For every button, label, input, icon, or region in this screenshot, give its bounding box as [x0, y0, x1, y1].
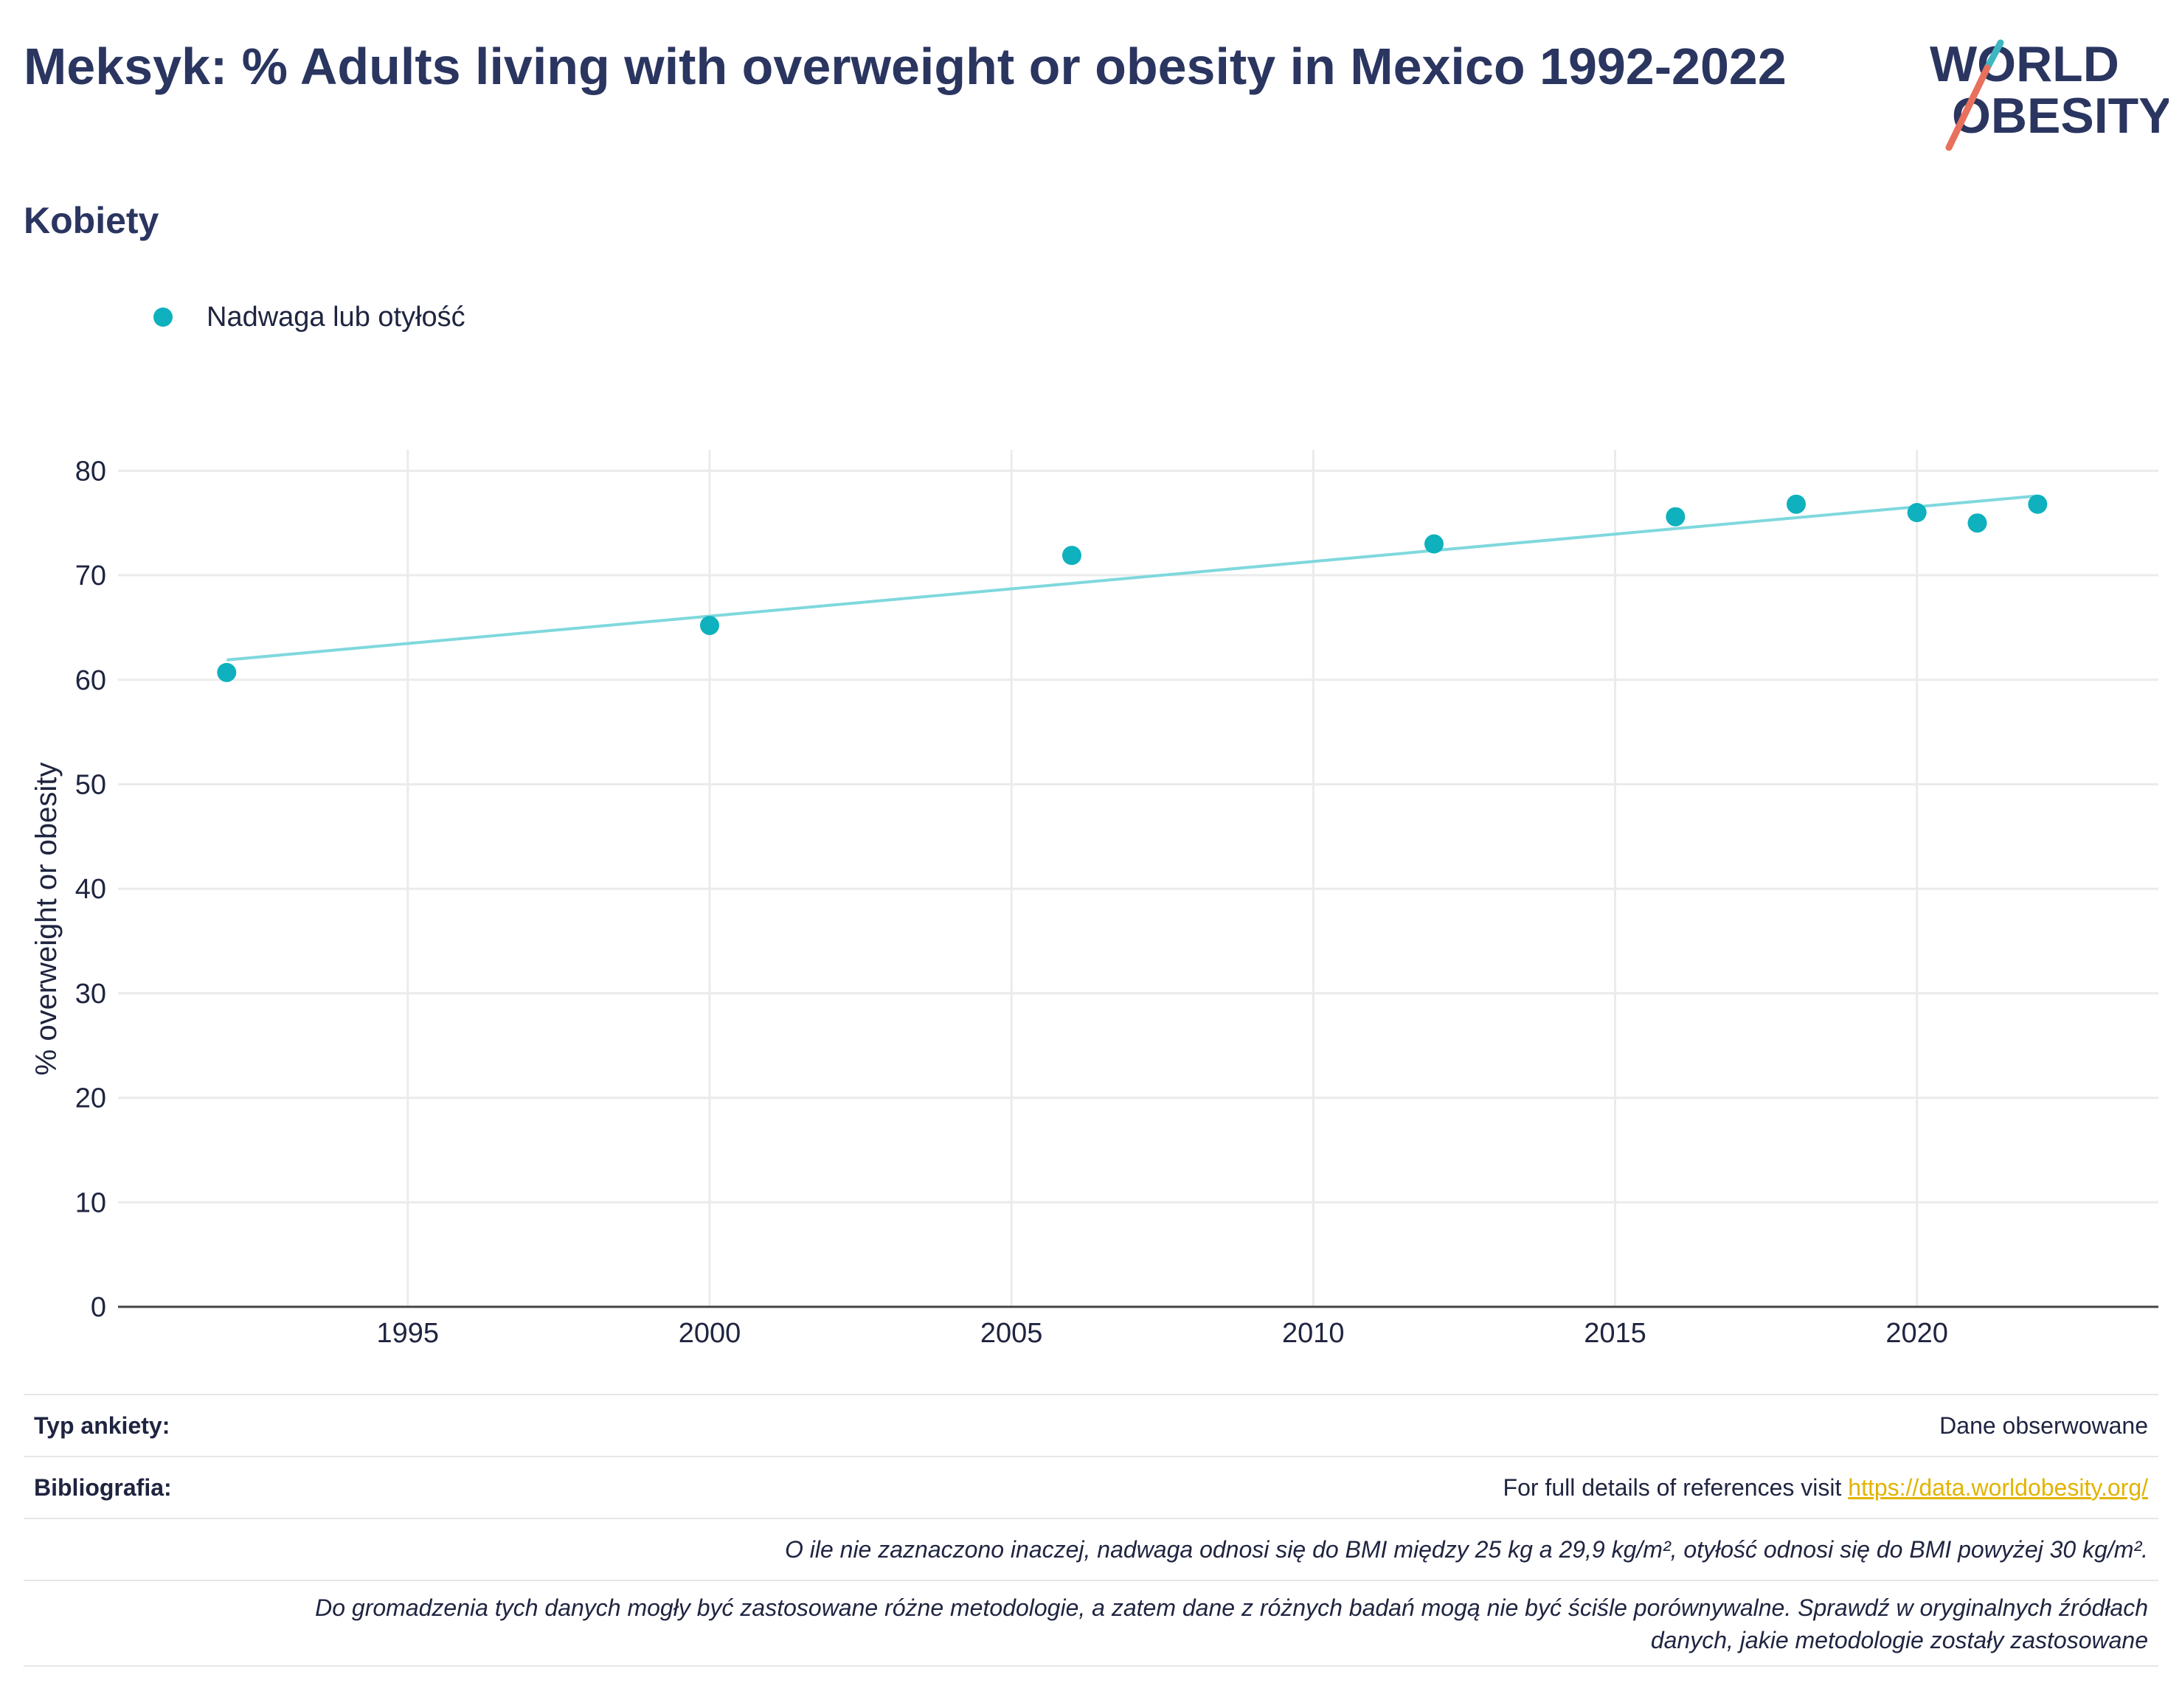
y-tick-label: 60 [75, 665, 106, 696]
y-tick-label: 40 [75, 874, 106, 905]
y-tick-label: 30 [75, 979, 106, 1010]
y-axis-title: % overweight or obesity [30, 763, 63, 1076]
data-point [2028, 494, 2048, 514]
trend-layer [226, 494, 2038, 662]
survey-type-row: Typ ankiety: Dane obserwowane [24, 1394, 2158, 1456]
note-methodology-line2: danych, jakie metodologie zostały zastos… [1650, 1627, 2148, 1653]
note-definitions-row: O ile nie zaznaczono inaczej, nadwaga od… [24, 1518, 2158, 1580]
bibliography-link[interactable]: https://data.worldobesity.org/ [1848, 1473, 2148, 1501]
note-methodology-row: Do gromadzenia tych danych mogły być zas… [24, 1580, 2158, 1667]
data-point [1907, 503, 1927, 523]
scatter-chart: 0 10 20 30 40 50 60 70 80 1995 2000 2005 2010 2015 202… [30, 450, 2158, 1349]
world-obesity-logo: WORLD OBESITY [1930, 36, 2169, 151]
data-point [1786, 494, 1806, 514]
data-point [1666, 507, 1686, 527]
logo-slash-teal [1984, 39, 2004, 72]
grid-layer [118, 450, 2158, 1307]
note-methodology-line1: Do gromadzenia tych danych mogły być zas… [315, 1594, 2148, 1621]
legend: Nadwaga lub otyłość [153, 295, 465, 339]
legend-label: Nadwaga lub otyłość [207, 301, 465, 333]
survey-type-value: Dane obserwowane [1939, 1412, 2148, 1439]
x-tick-label: 1995 [377, 1318, 440, 1349]
logo-line1: WORLD [1930, 36, 2119, 92]
points-layer [217, 494, 2048, 682]
data-point [699, 616, 719, 636]
y-tick-label: 0 [91, 1292, 106, 1323]
x-tick-label: 2005 [980, 1318, 1043, 1349]
y-tick-label: 20 [75, 1083, 106, 1114]
y-tick-label: 50 [75, 769, 106, 800]
logo-slash-coral [1945, 64, 1991, 151]
data-point [217, 662, 237, 682]
axis-layer: 0 10 20 30 40 50 60 70 80 1995 2000 2005 2010 2015 202… [30, 456, 2158, 1349]
footer-table: Typ ankiety: Dane obserwowane Bibliograf… [24, 1394, 2158, 1667]
y-tick-label: 80 [75, 456, 106, 487]
x-tick-label: 2015 [1584, 1318, 1646, 1349]
note-methodology: Do gromadzenia tych danych mogły być zas… [34, 1591, 2148, 1656]
x-tick-label: 2010 [1282, 1318, 1345, 1349]
bibliography-row: Bibliografia: For full details of refere… [24, 1456, 2158, 1518]
x-tick-label: 2020 [1885, 1318, 1948, 1349]
y-tick-label: 10 [75, 1187, 106, 1218]
bibliography-label: Bibliografia: [34, 1473, 172, 1501]
data-point [1424, 534, 1444, 554]
y-tick-label: 70 [75, 560, 106, 591]
data-point [1967, 513, 1987, 533]
survey-type-label: Typ ankiety: [34, 1412, 170, 1439]
trend-line [226, 494, 2038, 662]
legend-marker [153, 308, 173, 327]
note-definitions: O ile nie zaznaczono inaczej, nadwaga od… [784, 1535, 2148, 1563]
logo-line2: OBESITY [1952, 88, 2169, 144]
page-title: Meksyk: % Adults living with overweight … [24, 38, 1787, 95]
page-subtitle: Kobiety [24, 200, 159, 241]
bibliography-text: For full details of references visit [1503, 1473, 1849, 1501]
bibliography-value: For full details of references visit htt… [1503, 1474, 2148, 1502]
x-tick-label: 2000 [679, 1318, 741, 1349]
data-point [1061, 546, 1081, 566]
